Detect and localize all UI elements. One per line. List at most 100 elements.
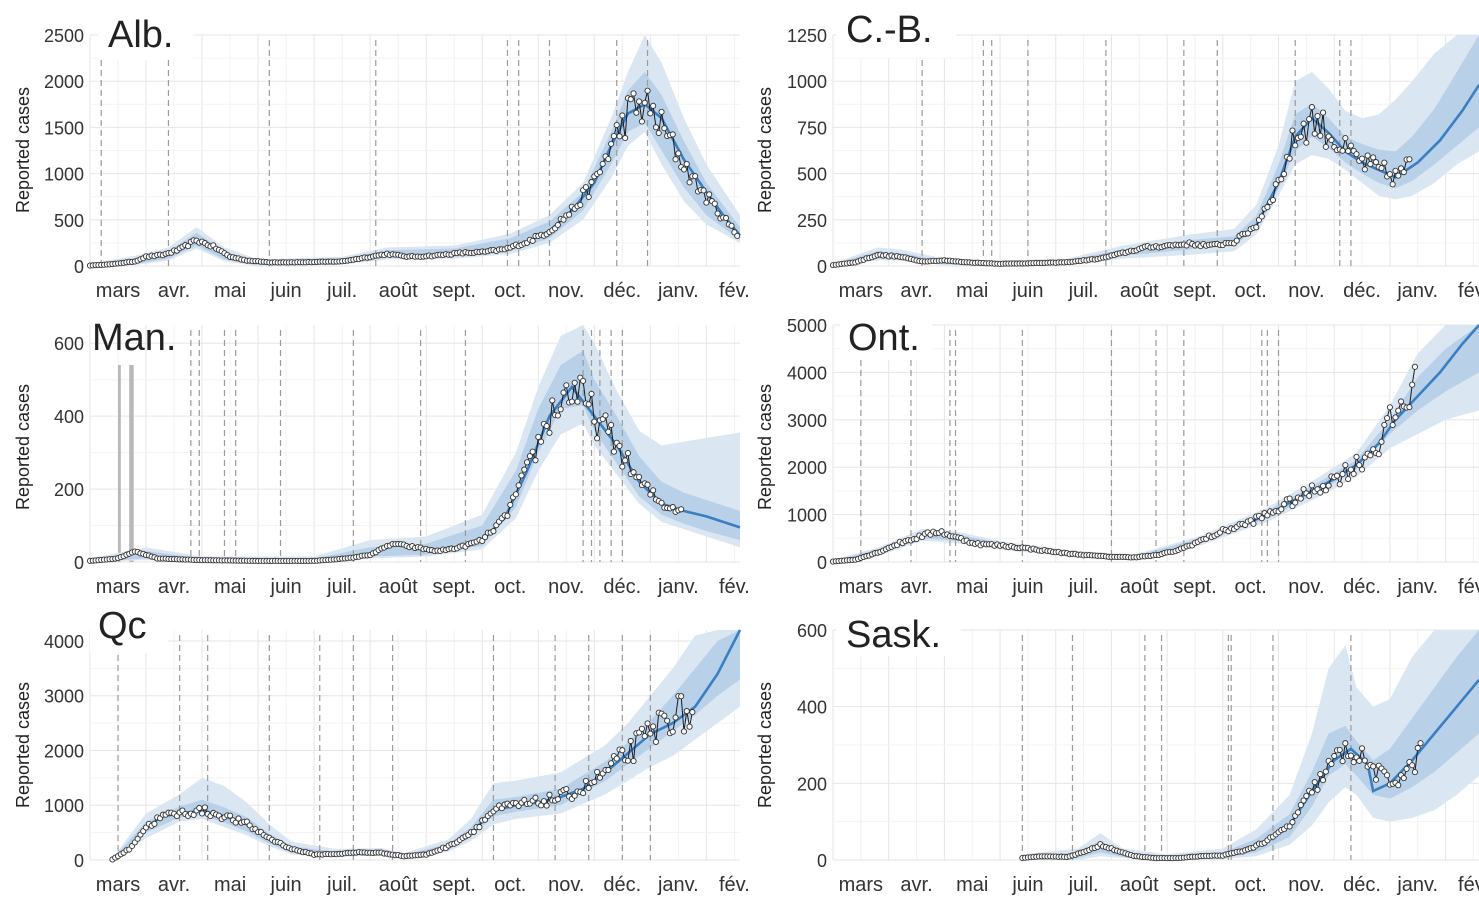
observed-point [647, 491, 654, 498]
x-tick-label: oct. [1235, 874, 1267, 896]
x-tick-label: nov. [1288, 874, 1324, 896]
x-tick-label: avr. [158, 280, 190, 302]
observed-point [647, 110, 654, 117]
observed-point [680, 166, 688, 173]
observed-point [599, 160, 606, 167]
observed-point [1342, 135, 1349, 142]
observed-point [669, 131, 676, 138]
observed-point [605, 766, 612, 774]
observed-point [185, 243, 192, 250]
observed-point [571, 792, 578, 799]
y-tick-label: 0 [74, 257, 84, 277]
x-tick-label: juin [1011, 874, 1043, 896]
observed-point [683, 708, 690, 715]
x-tick-label: nov. [548, 576, 584, 598]
x-tick-label: août [379, 280, 418, 302]
observed-point [1353, 151, 1360, 158]
observed-point [1333, 472, 1341, 479]
x-tick-label: fév. [1458, 280, 1479, 302]
observed-point [1339, 758, 1346, 765]
observed-point [1281, 501, 1288, 508]
observed-point [546, 429, 553, 436]
observed-point [1314, 786, 1321, 793]
observed-point [669, 504, 676, 511]
observed-series [109, 693, 696, 863]
y-tick-label: 4000 [44, 632, 84, 652]
observed-point [580, 790, 587, 797]
observed-point [610, 448, 617, 455]
y-axis-label: Reported cases [755, 87, 775, 213]
observed-point [644, 87, 651, 94]
observed-point [1417, 740, 1424, 747]
observed-point [1342, 740, 1349, 747]
axis-ticks: 0 200 400 600 mars avr. mai juin juil. août sept. o… [54, 334, 750, 598]
observed-point [529, 237, 536, 244]
x-tick-label: déc. [1343, 874, 1381, 896]
observed-point [1264, 204, 1271, 211]
x-tick-label: juil. [326, 280, 357, 302]
panel-title: Alb. [108, 14, 173, 56]
x-tick-label: juil. [1068, 280, 1099, 302]
observed-point [1359, 155, 1366, 162]
observed-point [580, 377, 587, 384]
observed-point [543, 422, 550, 430]
observed-point [199, 810, 206, 817]
axis-ticks: 0 200 400 600 mars avr. mai juin juil. août sept. o… [797, 621, 1479, 896]
observed-point [627, 737, 634, 745]
axis-ticks: 0 1000 2000 3000 4000 5000 mars avr. mai juin juil… [787, 316, 1479, 598]
observed-point [703, 199, 710, 206]
y-axis-label: Reported cases [755, 384, 775, 510]
observed-point [1311, 779, 1318, 786]
observed-point [235, 815, 242, 822]
observed-point [470, 828, 477, 835]
observed-point [588, 390, 595, 397]
y-tick-label: 0 [817, 257, 827, 277]
observed-point [613, 755, 620, 762]
y-axis-label: Reported cases [13, 384, 33, 510]
observed-point [585, 193, 592, 201]
observed-point [641, 733, 648, 740]
observed-point [1306, 492, 1313, 499]
observed-point [608, 760, 615, 767]
observed-point [678, 506, 685, 513]
x-tick-label: sept. [1173, 280, 1216, 302]
observed-series [829, 104, 1413, 269]
y-tick-label: 200 [797, 774, 827, 794]
observed-point [515, 482, 522, 489]
y-axis-label: Reported cases [13, 87, 33, 213]
observed-point [196, 804, 203, 812]
observed-point [636, 473, 643, 480]
observed-point [1320, 109, 1327, 116]
y-tick-label: 1250 [787, 26, 827, 46]
observed-point [1286, 495, 1293, 502]
x-tick-label: déc. [1343, 576, 1381, 598]
axis-ticks: 0 250 500 750 1000 1250 mars avr. mai juin juil. ao… [787, 26, 1479, 302]
observed-point [1339, 471, 1346, 478]
uncertainty-bands [112, 630, 740, 860]
x-tick-label: fév. [719, 576, 750, 598]
observed-point [608, 421, 615, 428]
observed-point [1384, 415, 1391, 422]
panel-title: Ont. [848, 317, 920, 359]
observed-point [554, 221, 561, 229]
y-tick-label: 400 [797, 698, 827, 718]
x-tick-label: janv. [657, 576, 699, 598]
observed-point [1306, 116, 1313, 123]
observed-point [619, 112, 626, 119]
observed-point [706, 191, 713, 198]
observed-point [1322, 487, 1329, 494]
observed-point [1328, 137, 1335, 144]
observed-point [1350, 759, 1357, 766]
observed-point [1359, 466, 1366, 473]
observed-point [1331, 752, 1338, 760]
observed-point [585, 784, 592, 792]
band-outer [112, 630, 740, 860]
title-bg [836, 608, 961, 656]
x-tick-label: juil. [326, 874, 357, 896]
observed-point [591, 418, 598, 425]
observed-point [605, 156, 612, 163]
x-tick-label: mars [96, 576, 140, 598]
observed-point [568, 398, 575, 405]
panel-title: Man. [92, 317, 176, 359]
y-axis-label: Reported cases [755, 682, 775, 808]
